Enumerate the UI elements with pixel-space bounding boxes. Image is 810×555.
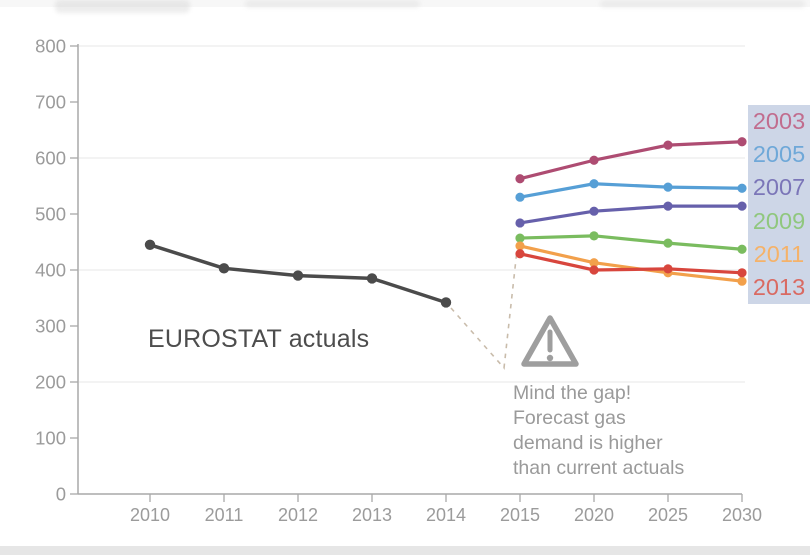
data-point <box>737 268 747 278</box>
mind-the-gap-line: Mind the gap! <box>513 382 632 404</box>
data-point <box>515 192 525 202</box>
mind-the-gap-line: Forecast gas <box>513 407 626 429</box>
x-tick-label: 2011 <box>205 505 244 525</box>
x-tick-label: 2025 <box>648 505 688 525</box>
data-point <box>589 258 599 268</box>
x-tick-label: 2015 <box>500 505 540 525</box>
y-tick-label: 200 <box>35 372 66 393</box>
data-point <box>737 244 747 254</box>
y-tick-label: 600 <box>35 148 66 169</box>
x-tick-label: 2010 <box>130 505 170 525</box>
legend-item-2009: 2009 <box>752 207 806 234</box>
data-point <box>440 297 452 308</box>
mind-the-gap-line: demand is higher <box>513 432 663 454</box>
data-point <box>663 264 673 274</box>
data-point <box>292 270 304 281</box>
data-point <box>366 273 378 284</box>
data-point <box>663 238 673 248</box>
y-tick-label: 100 <box>35 428 66 449</box>
forecast-vintage-legend: 2003 2005 2007 2009 2011 2013 <box>748 105 810 304</box>
bottom-edge-artifact <box>0 546 810 555</box>
data-point <box>737 201 747 211</box>
y-tick-label: 700 <box>35 92 66 113</box>
mind-the-gap-annotation: Mind the gap! Forecast gas demand is hig… <box>513 381 684 481</box>
legend-item-2003: 2003 <box>752 108 806 135</box>
data-point <box>515 218 525 228</box>
x-tick-label: 2014 <box>426 505 466 525</box>
data-point <box>737 183 747 193</box>
data-point <box>589 265 599 275</box>
data-point <box>589 179 599 189</box>
series-line-2009 <box>518 234 744 251</box>
top-edge-artifact <box>55 0 190 13</box>
data-point <box>515 233 525 243</box>
top-edge-artifact <box>0 0 810 7</box>
data-point <box>589 155 599 165</box>
y-tick-label: 0 <box>56 484 66 505</box>
data-point <box>515 241 525 251</box>
legend-item-2005: 2005 <box>752 141 806 168</box>
series-line-2013 <box>518 252 744 275</box>
x-tick-label: 2013 <box>352 505 392 525</box>
legend-item-2007: 2007 <box>752 174 806 201</box>
data-point <box>218 263 230 274</box>
series-line-2007 <box>518 204 744 225</box>
top-edge-artifact <box>600 0 805 8</box>
y-tick-label: 400 <box>35 260 66 281</box>
eurostat-actuals-label: EUROSTAT actuals <box>148 325 370 353</box>
data-point <box>515 174 525 184</box>
data-point <box>737 137 747 147</box>
data-point <box>589 231 599 241</box>
data-point <box>515 249 525 259</box>
x-tick-label: 2020 <box>574 505 614 525</box>
data-point <box>589 206 599 216</box>
warning-triangle-icon <box>518 312 582 377</box>
series-line-2011 <box>518 244 744 283</box>
series-line-2003 <box>518 140 744 181</box>
data-point <box>144 239 156 250</box>
y-tick-label: 300 <box>35 316 66 337</box>
gap-annotation-dashed-line <box>450 249 518 370</box>
data-point <box>663 140 673 150</box>
mind-the-gap-line: than current actuals <box>513 457 685 479</box>
data-point <box>663 201 673 211</box>
y-tick-label: 500 <box>35 204 66 225</box>
y-tick-label: 800 <box>35 36 66 57</box>
series-line-2005 <box>518 182 744 199</box>
data-point <box>737 276 747 286</box>
x-tick-label: 2030 <box>722 505 762 525</box>
legend-item-2013: 2013 <box>752 273 806 300</box>
data-point <box>663 182 673 192</box>
top-edge-artifact <box>245 0 420 8</box>
legend-item-2011: 2011 <box>753 240 805 267</box>
x-tick-label: 2012 <box>278 505 318 525</box>
